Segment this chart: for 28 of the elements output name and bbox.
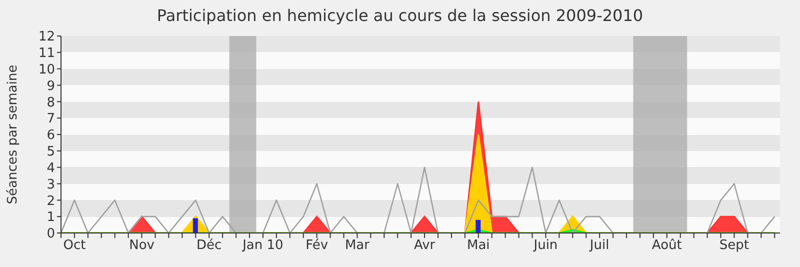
x-tick-label: Déc [196, 238, 222, 254]
line-series [61, 166, 776, 233]
y-tick-label: 4 [46, 160, 55, 176]
y-tick-label: 3 [46, 177, 55, 192]
x-tick-label: Jan 10 [242, 238, 284, 254]
x-tick-label: Mar [344, 238, 370, 254]
x-tick-label: Mai [467, 238, 490, 254]
x-tick-label: Août [652, 238, 682, 254]
x-tick-label: Fév [306, 238, 328, 254]
x-tick-label: Juil [588, 238, 610, 254]
x-tick-label: Oct [63, 238, 86, 254]
y-tick-label: 10 [38, 62, 55, 78]
y-tick-label: 7 [46, 112, 55, 127]
x-tick-label: Sept [719, 238, 750, 254]
y-axis-title: Séances par semaine [6, 64, 21, 204]
x-tick-label: Juin [532, 238, 558, 254]
x-tick-label: Avr [414, 238, 436, 254]
y-tick-label: 5 [46, 144, 55, 160]
x-tick-label: Nov [129, 238, 155, 254]
y-tick-label: 6 [46, 128, 55, 144]
y-tick-label: 8 [46, 95, 55, 110]
y-tick-label: 2 [46, 194, 55, 209]
y-tick-label: 0 [46, 226, 55, 242]
y-tick-label: 11 [38, 46, 55, 62]
chart-title: Participation en hemicycle au cours de la session 2009-2010 [156, 6, 644, 25]
y-tick-label: 12 [38, 30, 55, 45]
y-tick-label: 9 [46, 78, 55, 94]
y-tick-label: 1 [46, 210, 55, 226]
